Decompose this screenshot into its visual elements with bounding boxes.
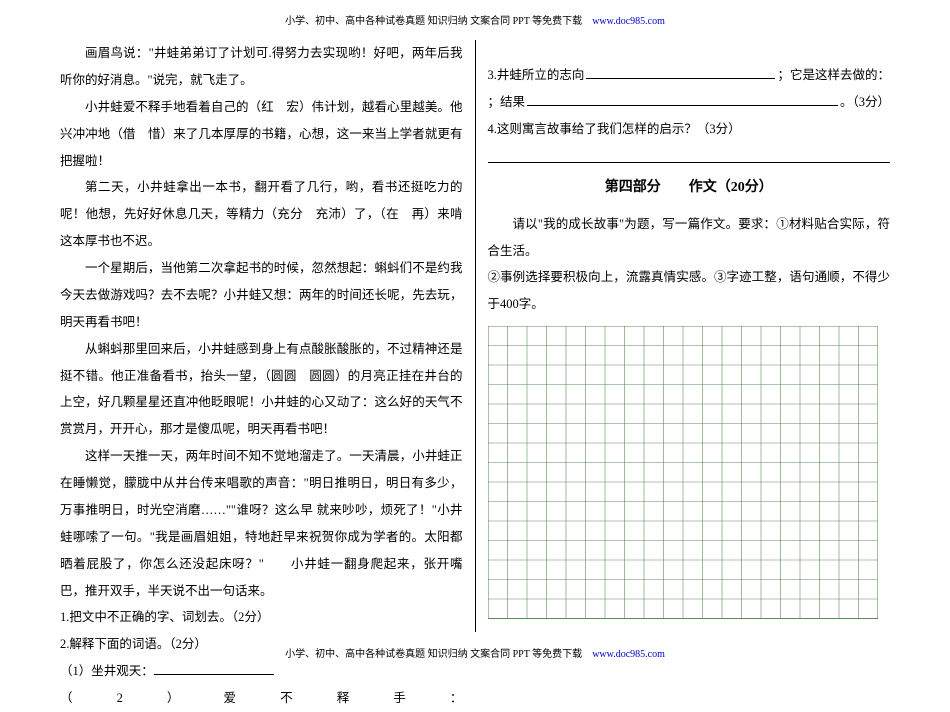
q2b-4: 不 xyxy=(280,685,293,712)
q2a-label: （1）坐井观天： xyxy=(60,664,154,678)
q4-answer-line[interactable] xyxy=(488,143,891,163)
question-2b: （ 2 ） 爱 不 释 手 ： xyxy=(60,685,463,712)
section-4-title: 第四部分 作文（20分） xyxy=(488,173,891,203)
q2b-0: （ xyxy=(60,685,73,712)
question-4: 4.这则寓言故事给了我们怎样的启示？（3分） xyxy=(488,116,891,143)
q3-result-suffix: 。（3分） xyxy=(840,89,890,116)
footer-text: 小学、初中、高中各种试卷真题 知识归纳 文案合同 PPT 等免费下载 xyxy=(285,649,582,660)
question-3-line1: 3.井蛙所立的志向 ；它是这样去做的： xyxy=(488,62,891,89)
q2b-7: ： xyxy=(450,685,463,712)
q2b-6: 手 xyxy=(393,685,406,712)
footer-link[interactable]: www.doc985.com xyxy=(592,649,665,660)
q3-mid: ；它是这样去做的： xyxy=(777,62,890,89)
story-p4: 一个星期后，当他第二次拿起书的时候，忽然想起：蝌蚪们不是约我今天去做游戏吗？去不… xyxy=(60,255,463,336)
story-p2: 小井蛙爱不释手地看着自己的（红 宏）伟计划，越看心里越美。他兴冲冲地（借 惜）来… xyxy=(60,94,463,175)
question-3-line2: ；结果 。（3分） xyxy=(488,89,891,116)
q3-result-prefix: ；结果 xyxy=(488,89,526,116)
q3-prefix: 3.井蛙所立的志向 xyxy=(488,62,585,89)
essay-intro-1: 请以"我的成长故事"为题，写一篇作文。要求：①材料贴合实际，符合生活。 xyxy=(488,211,891,265)
writing-grid-svg xyxy=(488,326,878,619)
story-p3: 第二天，小井蛙拿出一本书，翻开看了几行，哟，看书还挺吃力的呢！他想，先好好休息几… xyxy=(60,174,463,255)
story-p6: 这样一天推一天，两年时间不知不觉地溜走了。一天清晨，小井蛙正在睡懒觉，朦胧中从井… xyxy=(60,443,463,604)
story-p1: 画眉鸟说："井蛙弟弟订了计划可.得努力去实现哟！好吧，两年后我听你的好消息。"说… xyxy=(60,40,463,94)
left-column: 画眉鸟说："井蛙弟弟订了计划可.得努力去实现哟！好吧，两年后我听你的好消息。"说… xyxy=(48,40,475,632)
content-columns: 画眉鸟说："井蛙弟弟订了计划可.得努力去实现哟！好吧，两年后我听你的好消息。"说… xyxy=(48,40,902,632)
header-text: 小学、初中、高中各种试卷真题 知识归纳 文案合同 PPT 等免费下载 xyxy=(285,16,582,27)
writing-grid[interactable] xyxy=(488,326,891,619)
right-column: 3.井蛙所立的志向 ；它是这样去做的： ；结果 。（3分） 4.这则寓言故事给了… xyxy=(476,40,903,632)
page-header: 小学、初中、高中各种试卷真题 知识归纳 文案合同 PPT 等免费下载 www.d… xyxy=(0,12,950,27)
q2b-3: 爱 xyxy=(224,685,237,712)
q2b-1: 2 xyxy=(117,685,123,712)
q2b-5: 释 xyxy=(337,685,350,712)
story-p5: 从蝌蚪那里回来后，小井蛙感到身上有点酸胀酸胀的，不过精神还是挺不错。他正准备看书… xyxy=(60,336,463,444)
page-footer: 小学、初中、高中各种试卷真题 知识归纳 文案合同 PPT 等免费下载 www.d… xyxy=(0,645,950,660)
question-1: 1.把文中不正确的字、词划去。（2分） xyxy=(60,604,463,631)
q2b-2: ） xyxy=(167,685,180,712)
q3-blank1[interactable] xyxy=(586,67,775,80)
q3-blank2[interactable] xyxy=(527,93,838,106)
essay-intro-2: ②事例选择要积极向上，流露真情实感。③字迹工整，语句通顺，不得少于400字。 xyxy=(488,264,891,318)
right-top-spacer xyxy=(488,40,891,62)
q2a-blank[interactable] xyxy=(154,663,274,676)
header-link[interactable]: www.doc985.com xyxy=(592,16,665,27)
